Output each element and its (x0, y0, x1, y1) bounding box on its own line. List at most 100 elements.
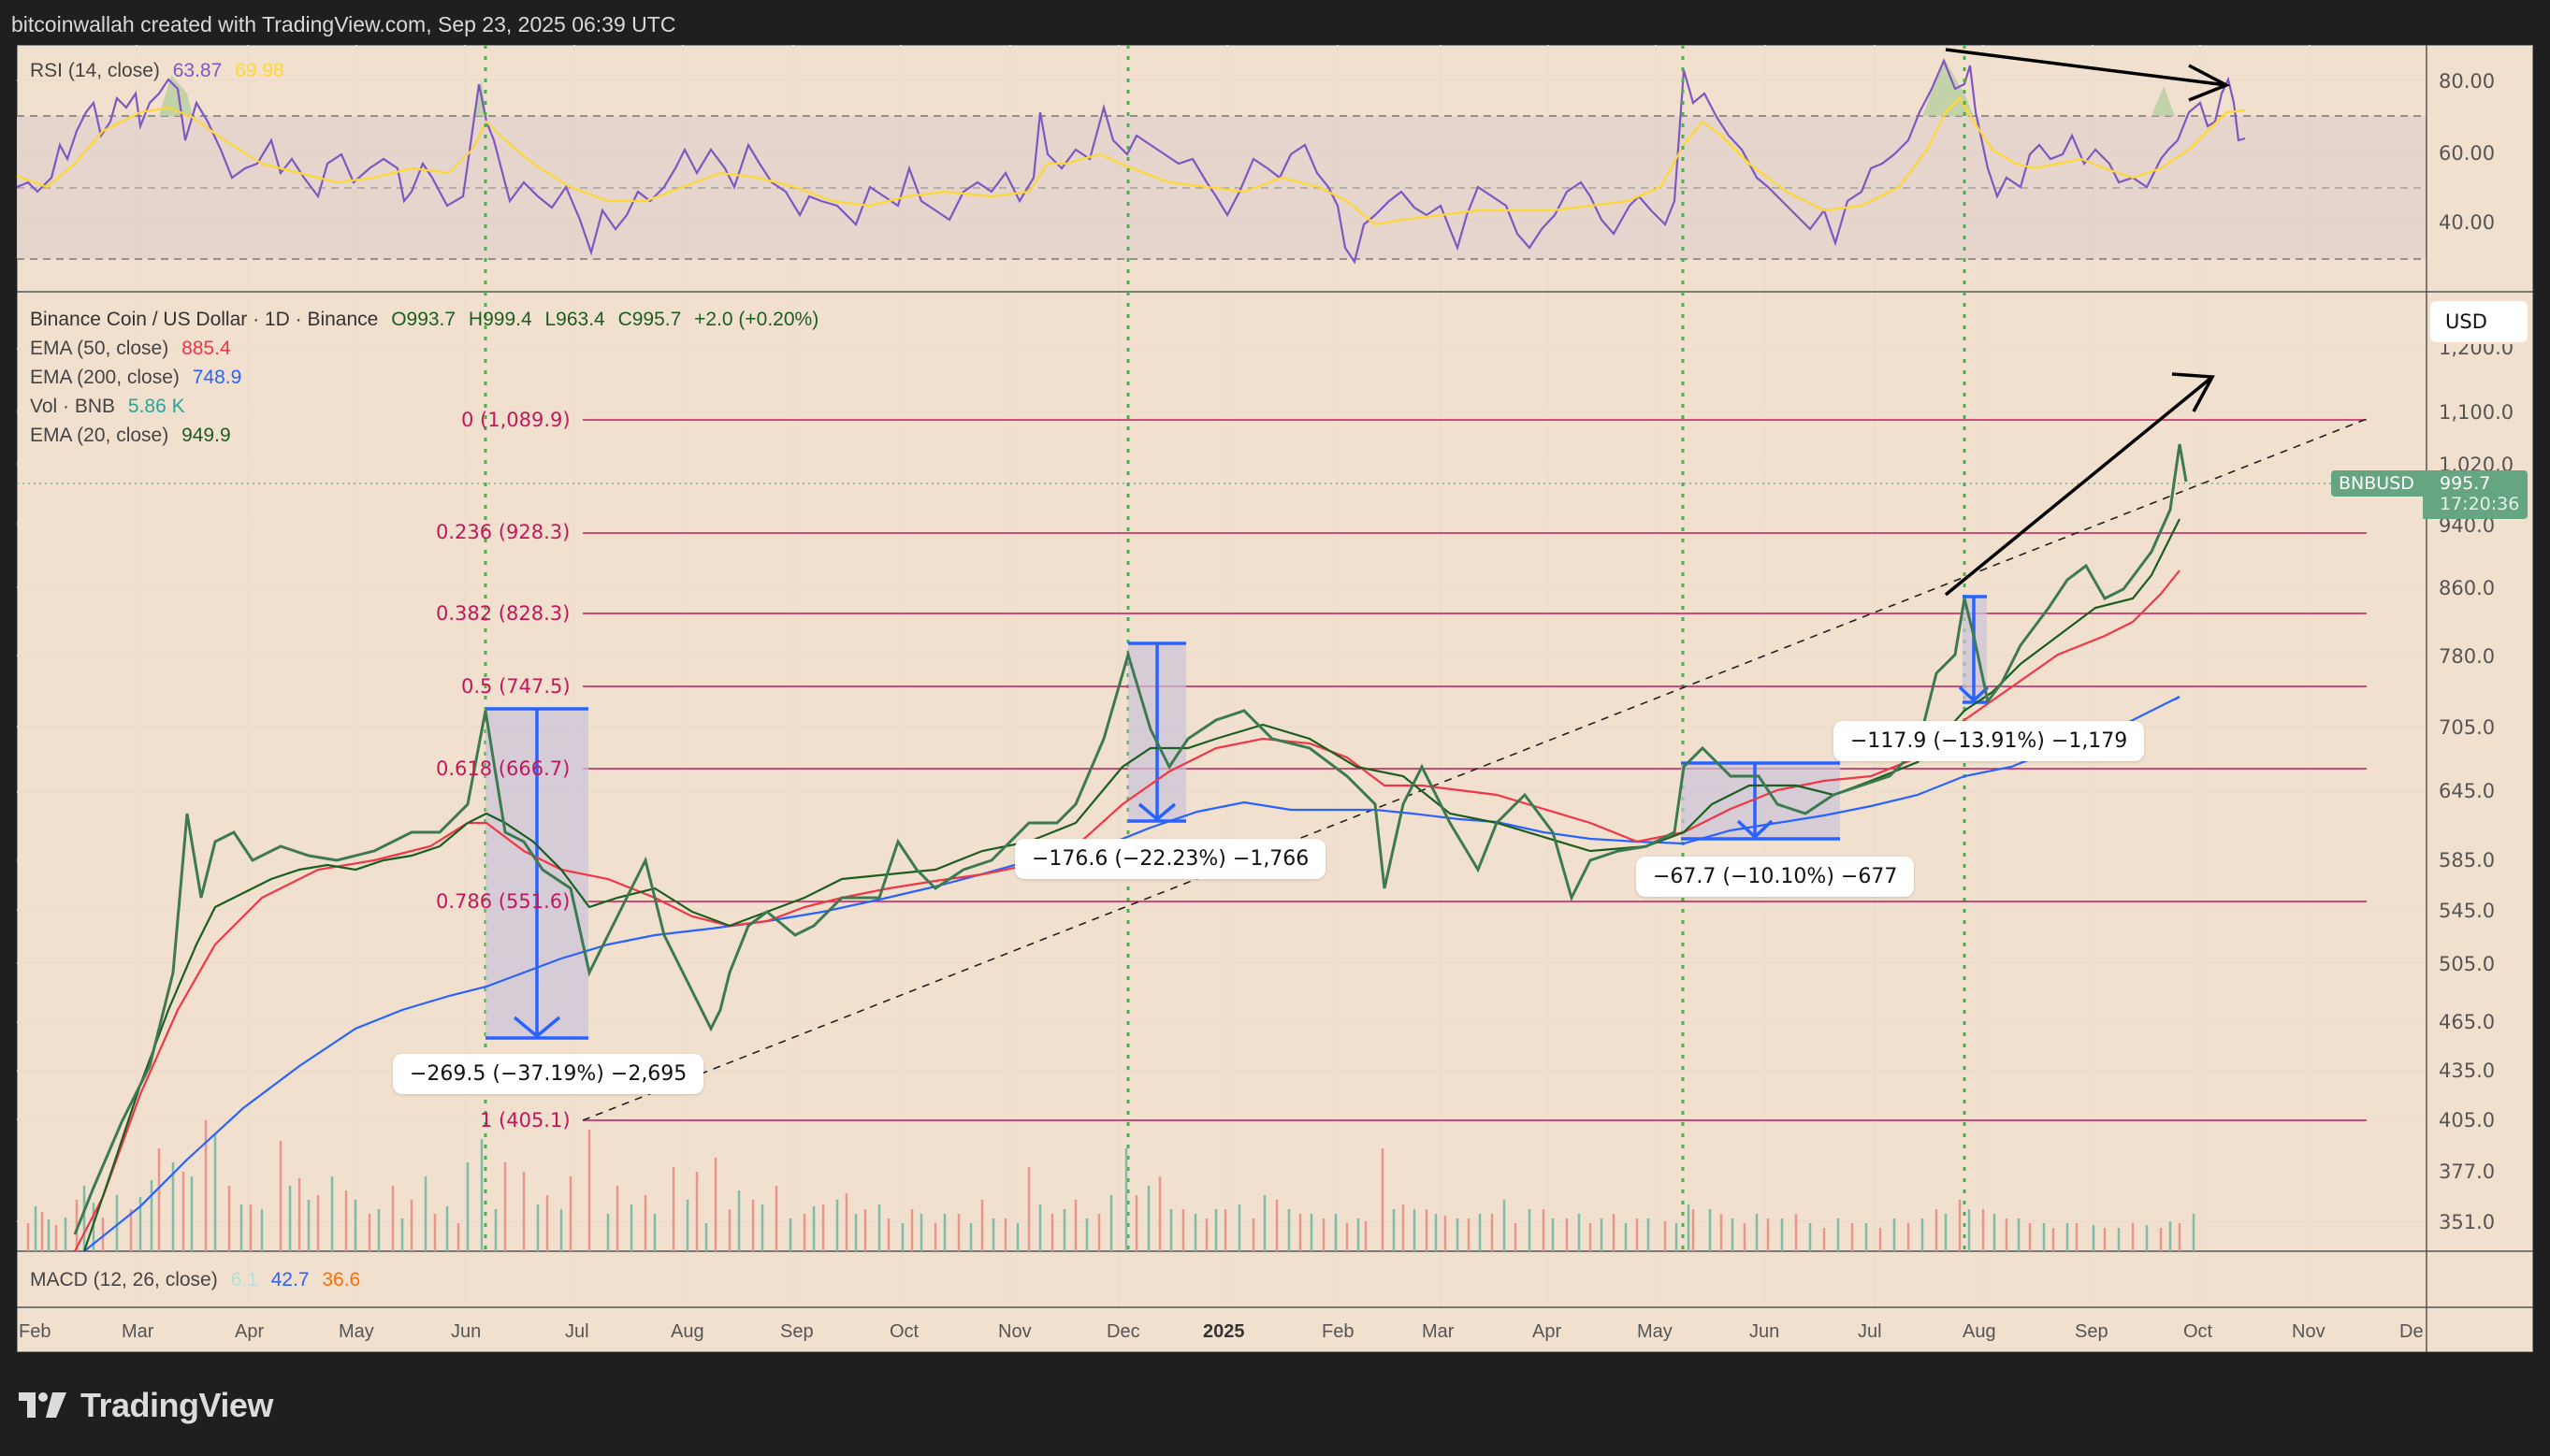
measure-box-1 (485, 707, 588, 1040)
rsi-axis-tick: 40.00 (2439, 211, 2496, 234)
ema50-line (74, 569, 2181, 1252)
price-tick: 377.0 (2439, 1160, 2496, 1183)
symbol-legend[interactable]: Binance Coin / US Dollar · 1D · Binance … (30, 309, 826, 331)
time-tick: Jul (565, 1321, 589, 1342)
time-tick: Mar (1422, 1321, 1455, 1342)
symbol-title: Binance Coin / US Dollar · 1D · Binance (30, 309, 379, 330)
rsi-ma-value: 69.98 (235, 60, 284, 81)
ascending-trendline (582, 418, 2368, 1121)
time-tick: Jun (1749, 1321, 1780, 1342)
chart-container[interactable] (17, 45, 2533, 1352)
rsi-line (16, 58, 2246, 265)
ohlc-close: C995.7 (617, 309, 682, 330)
measure-box-2 (1128, 642, 1186, 823)
time-tick-year: 2025 (1203, 1321, 1245, 1342)
time-tick: Dec (1107, 1321, 1140, 1342)
time-tick: May (1637, 1321, 1673, 1342)
fib-level-0618: 0.618 (666.7) (436, 757, 571, 780)
indicator-ema20[interactable]: EMA (20, close) 949.9 (30, 425, 239, 447)
fib-level-1: 1 (405.1) (480, 1109, 571, 1132)
time-tick: Oct (890, 1321, 920, 1342)
rsi-divergence-arrow (1945, 48, 2231, 102)
rsi-axis-tick: 60.00 (2439, 142, 2496, 165)
time-tick: Mar (122, 1321, 154, 1342)
indicator-label: EMA (200, close) (30, 367, 180, 388)
indicator-value: 949.9 (181, 425, 231, 446)
time-tick: Sep (780, 1321, 814, 1342)
measure-label-2[interactable]: −176.6 (−22.23%) −1,766 (1015, 839, 1326, 879)
indicator-ema200[interactable]: EMA (200, close) 748.9 (30, 367, 249, 389)
time-tick: Apr (235, 1321, 265, 1342)
indicator-value: 885.4 (181, 338, 231, 359)
fib-level-0786: 0.786 (551.6) (436, 890, 571, 913)
time-tick: May (339, 1321, 374, 1342)
ema200-line (83, 696, 2181, 1252)
macd-histogram-value: 6.1 (230, 1269, 258, 1290)
price-uptrend-arrow (1944, 372, 2215, 597)
price-tick: 585.0 (2439, 849, 2496, 872)
attribution-bar: bitcoinwallah created with TradingView.c… (0, 0, 2550, 45)
fib-level-0: 0 (1,089.9) (461, 409, 571, 431)
price-tick: 545.0 (2439, 900, 2496, 922)
fib-lines (583, 419, 2367, 1121)
tradingview-logo[interactable]: TradingView (19, 1386, 273, 1425)
price-tick: 435.0 (2439, 1060, 2496, 1082)
time-tick: Nov (2292, 1321, 2325, 1342)
time-tick: Nov (998, 1321, 1032, 1342)
price-tick: 780.0 (2439, 645, 2496, 668)
rsi-label: RSI (14, close) (30, 60, 160, 81)
candlesticks (73, 443, 2188, 1235)
ohlc-high: H999.4 (468, 309, 532, 330)
last-price-tag: 995.7 17:20:36 (2423, 470, 2528, 519)
price-tick: 405.0 (2439, 1109, 2496, 1132)
ohlc-change: +2.0 (+0.20%) (694, 309, 819, 330)
indicator-value: 748.9 (192, 367, 242, 388)
time-tick: Jul (1858, 1321, 1882, 1342)
measure-label-4[interactable]: −117.9 (−13.91%) −1,179 (1833, 721, 2145, 761)
macd-label: MACD (12, 26, close) (30, 1269, 218, 1290)
brand-name: TradingView (80, 1386, 273, 1424)
ohlc-low: L963.4 (544, 309, 605, 330)
time-tick: Jun (451, 1321, 482, 1342)
bar-countdown: 17:20:36 (2440, 494, 2520, 514)
price-tick: 705.0 (2439, 716, 2496, 739)
macd-signal-value: 36.6 (322, 1269, 361, 1290)
measure-box-3 (1681, 761, 1840, 841)
fib-level-05: 0.5 (747.5) (461, 675, 571, 698)
measure-label-3[interactable]: −67.7 (−10.10%) −677 (1636, 857, 1915, 897)
indicator-volume[interactable]: Vol · BNB 5.86 K (30, 396, 193, 418)
rsi-value: 63.87 (172, 60, 223, 81)
attribution-text: bitcoinwallah created with TradingView.c… (11, 12, 676, 36)
time-tick: De (2399, 1321, 2424, 1342)
fib-level-0236: 0.236 (928.3) (436, 521, 571, 543)
measure-label-1[interactable]: −269.5 (−37.19%) −2,695 (393, 1054, 704, 1094)
currency-button[interactable]: USD (2430, 301, 2528, 342)
price-tick: 1,200.0 (2439, 337, 2514, 359)
ohlc-open: O993.7 (391, 309, 456, 330)
indicator-label: EMA (50, close) (30, 338, 169, 359)
time-tick: Apr (1532, 1321, 1562, 1342)
price-tick: 505.0 (2439, 953, 2496, 975)
time-tick: Aug (671, 1321, 704, 1342)
price-tick: 465.0 (2439, 1011, 2496, 1033)
time-tick: Feb (19, 1321, 51, 1342)
time-tick: Sep (2075, 1321, 2108, 1342)
volume-bars (26, 1120, 2195, 1251)
rsi-overbought-fill (159, 58, 2175, 116)
rsi-axis-tick: 80.00 (2439, 70, 2496, 93)
symbol-price-tag: BNBUSD (2331, 470, 2435, 497)
fib-level-0382: 0.382 (828.3) (436, 602, 571, 625)
price-tick: 1,100.0 (2439, 401, 2514, 424)
indicator-ema50[interactable]: EMA (50, close) 885.4 (30, 338, 239, 360)
last-price-value: 995.7 (2440, 473, 2491, 494)
price-tick: 645.0 (2439, 780, 2496, 802)
time-tick: Aug (1963, 1321, 1996, 1342)
rsi-legend[interactable]: RSI (14, close) 63.87 69.98 (30, 60, 292, 82)
macd-legend[interactable]: MACD (12, 26, close) 6.1 42.7 36.6 (30, 1269, 368, 1291)
indicator-label: Vol · BNB (30, 396, 116, 417)
price-tick: 860.0 (2439, 577, 2496, 599)
indicator-label: EMA (20, close) (30, 425, 169, 446)
price-tick: 351.0 (2439, 1211, 2496, 1233)
time-tick: Oct (2183, 1321, 2213, 1342)
